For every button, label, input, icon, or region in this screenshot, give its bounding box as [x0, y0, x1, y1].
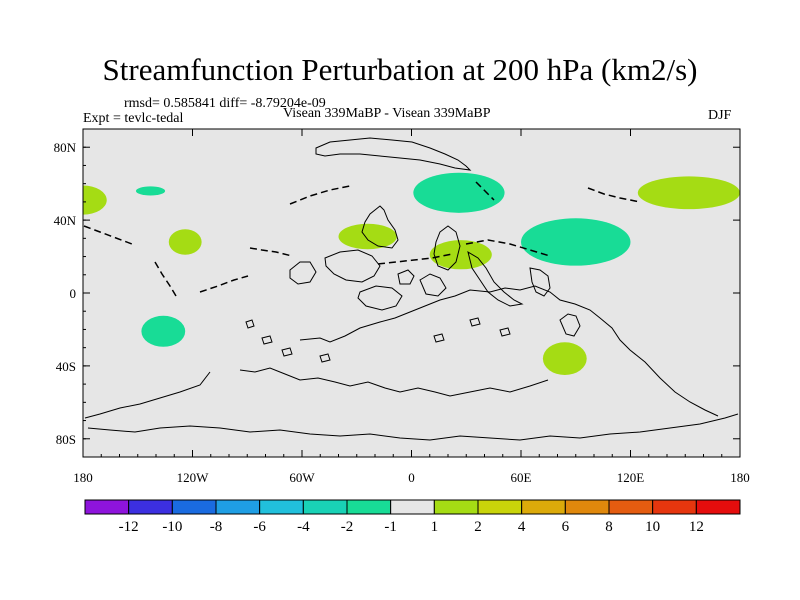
colorbar-label: -8 — [210, 519, 223, 535]
anomaly-south-pacific-negative — [141, 315, 186, 347]
colorbar-swatch — [564, 499, 610, 515]
colorbar-swatch — [84, 499, 130, 515]
colorbar-swatch — [390, 499, 435, 515]
anomaly-north-atlantic-positive — [338, 223, 397, 250]
colorbar-label: 4 — [518, 519, 526, 535]
lat-tick-label: 80S — [56, 432, 76, 447]
experiment-comparison: Visean 339MaBP - Visean 339MaBP — [283, 106, 491, 121]
anomaly-north-pacific-positive — [637, 176, 740, 210]
colorbar-swatch — [608, 499, 654, 515]
colorbar-label: -10 — [162, 519, 182, 535]
anomaly-southern-positive — [542, 342, 587, 375]
colorbar-label: 8 — [605, 519, 613, 535]
lon-tick-label: 120E — [617, 470, 645, 485]
colorbar-swatch — [433, 499, 479, 515]
colorbar-label: 1 — [431, 519, 439, 535]
map-background — [83, 129, 740, 457]
anomaly-regions — [83, 172, 740, 375]
colorbar-label: 10 — [645, 519, 660, 535]
colorbar-label: 2 — [474, 519, 482, 535]
lat-tick-label: 40N — [54, 213, 77, 228]
lon-tick-label: 60E — [511, 470, 532, 485]
anomaly-arctic-negative — [413, 172, 505, 213]
colorbar-label: -12 — [119, 519, 139, 535]
anomaly-pacific-positive — [168, 229, 202, 255]
lon-tick-label: 180 — [73, 470, 93, 485]
coastlines — [84, 137, 739, 441]
colorbar-label: 6 — [562, 519, 570, 535]
colorbar: -12 -10 -8 -6 -4 -2 -1 1 2 4 6 8 10 12 — [84, 499, 741, 535]
dashed-boundaries — [83, 181, 641, 297]
chart-title: Streamfunction Perturbation at 200 hPa (… — [102, 52, 698, 87]
anomaly-east-asia-negative — [521, 218, 631, 266]
lat-tick-label: 80N — [54, 140, 77, 155]
colorbar-swatch — [259, 499, 304, 515]
lon-tick-label: 120W — [177, 470, 210, 485]
lon-tick-label: 0 — [408, 470, 415, 485]
colorbar-swatch — [302, 499, 348, 515]
colorbar-swatch — [652, 499, 697, 515]
colorbar-swatch — [128, 499, 173, 515]
colorbar-label: 12 — [689, 519, 704, 535]
rmsd-text: rmsd= 0.585841 diff= -8.79204e-09 — [124, 96, 326, 111]
colorbar-swatch — [346, 499, 392, 515]
anomaly-west-edge-positive — [83, 185, 107, 215]
lat-tick-label: 40S — [56, 359, 76, 374]
anomaly-pacific-small-negative — [135, 186, 166, 196]
colorbar-swatch — [171, 499, 217, 515]
lat-tick-label: 0 — [70, 286, 77, 301]
colorbar-swatch — [695, 499, 741, 515]
colorbar-label: -2 — [341, 519, 354, 535]
colorbar-label: -4 — [297, 519, 310, 535]
lon-tick-label: 60W — [289, 470, 315, 485]
colorbar-swatch — [521, 499, 566, 515]
colorbar-swatch — [477, 499, 523, 515]
colorbar-label: -1 — [384, 519, 397, 535]
experiment-label: Expt = tevlc-tedal — [83, 111, 184, 126]
colorbar-swatch — [215, 499, 261, 515]
map-axes: 180 120W 60W 0 60E 120E 180 80N 40N 0 40S 80S — [54, 129, 750, 485]
anomaly-tethys-positive — [429, 240, 492, 270]
lon-tick-label: 180 — [730, 470, 750, 485]
season-label: DJF — [708, 108, 732, 123]
colorbar-label: -6 — [253, 519, 266, 535]
